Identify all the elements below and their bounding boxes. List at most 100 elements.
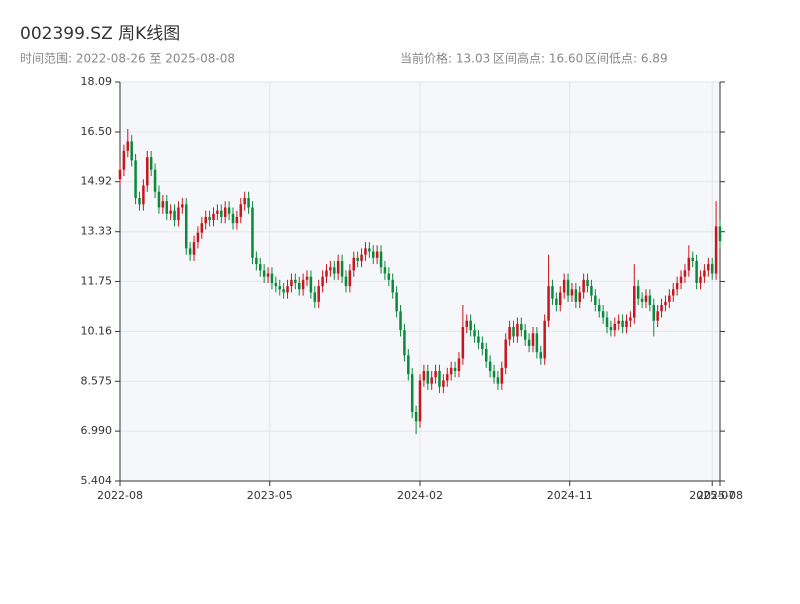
candle-body [539,352,543,359]
candle-body [255,257,258,265]
candle-body [208,216,211,221]
candle-body [687,257,691,271]
candle-body [305,276,309,280]
candle-body [407,355,410,375]
candle-body [488,361,492,372]
candle-body [270,273,274,283]
candle-body [356,257,359,261]
candle-body [251,207,254,258]
x-tick-label: 2022-08 [97,489,143,502]
candle-body [216,210,219,214]
y-tick-label: 13.33 [81,225,113,238]
candle-body [165,201,169,214]
candle-body [605,317,609,328]
candle-body [527,339,531,346]
y-tick-label: 18.09 [81,75,113,88]
candle-body [555,298,558,305]
candle-body [547,286,550,321]
candle-body [664,301,667,305]
candle-body [379,251,383,268]
candle-body [695,260,698,283]
candle-body [391,279,394,293]
candle-body [597,304,601,312]
candle-body [426,371,430,384]
candle-body [153,169,157,192]
candle-body [333,267,336,274]
candle-body [679,276,683,283]
candle-body [660,304,663,312]
candle-body [340,260,344,277]
candle-body [126,141,130,151]
candle-body [434,371,437,378]
candle-body [559,292,562,305]
candle-body [621,320,624,328]
candle-body [648,295,652,305]
candle-body [274,282,278,287]
candle-body [146,157,149,186]
candle-body [177,207,180,221]
candle-body [294,279,297,283]
candle-body [656,311,659,321]
candle-body [383,267,387,274]
candle-body [235,216,239,224]
candle-body [317,286,320,302]
candle-body [675,282,679,290]
candle-body [668,295,671,302]
candle-body [297,282,301,290]
candle-body [196,232,200,243]
candle-body [570,289,574,296]
candle-body [508,327,511,340]
candle-body [531,333,535,346]
candle-body [329,267,332,271]
candle-body [590,286,593,296]
candle-body [262,270,266,277]
y-tick-label: 6.990 [81,424,113,437]
candle-body [157,191,161,208]
candle-body [243,198,246,205]
candle-body [239,204,243,217]
chart-title: 002399.SZ 周K线图 [20,24,180,44]
candle-body [465,320,469,328]
x-tick-label: 2025-07 [689,489,735,502]
candle-body [169,210,172,214]
candle-body [220,210,223,217]
candle-body [266,273,270,277]
candle-body [461,327,465,359]
candle-body [344,276,348,287]
y-tick-label: 11.75 [81,274,113,287]
candle-body [516,323,519,337]
candle-body [282,289,285,293]
candle-body [142,185,145,205]
candle-body [364,248,367,255]
candle-body [617,320,620,324]
candle-body [231,213,235,224]
candle-body [714,226,718,274]
candle-body [348,270,352,287]
candle-body [134,160,137,199]
candle-body [644,295,648,302]
candle-body [200,223,204,233]
x-tick-label: 2025-08 [697,489,743,502]
candle-body [336,260,340,274]
candle-body [481,342,484,350]
y-tick-label: 8.575 [81,374,113,387]
candle-body [430,377,433,384]
candle-body [371,251,375,258]
candle-body [562,279,566,293]
candle-body [130,141,133,161]
candle-body [352,257,356,271]
candle-body [629,317,632,321]
candle-body [212,213,215,221]
candle-body [578,292,581,302]
candle-body [227,207,231,214]
candle-body [477,336,480,343]
candle-body [449,367,453,375]
y-tick-label: 10.16 [81,324,113,337]
chart-subtitle: 时间范围: 2022-08-26 至 2025-08-08 [20,52,235,66]
x-tick-label: 2024-11 [547,489,593,502]
candle-body [586,279,589,287]
candle-body [414,411,418,422]
candle-body [520,323,523,331]
candle-body [582,279,585,293]
